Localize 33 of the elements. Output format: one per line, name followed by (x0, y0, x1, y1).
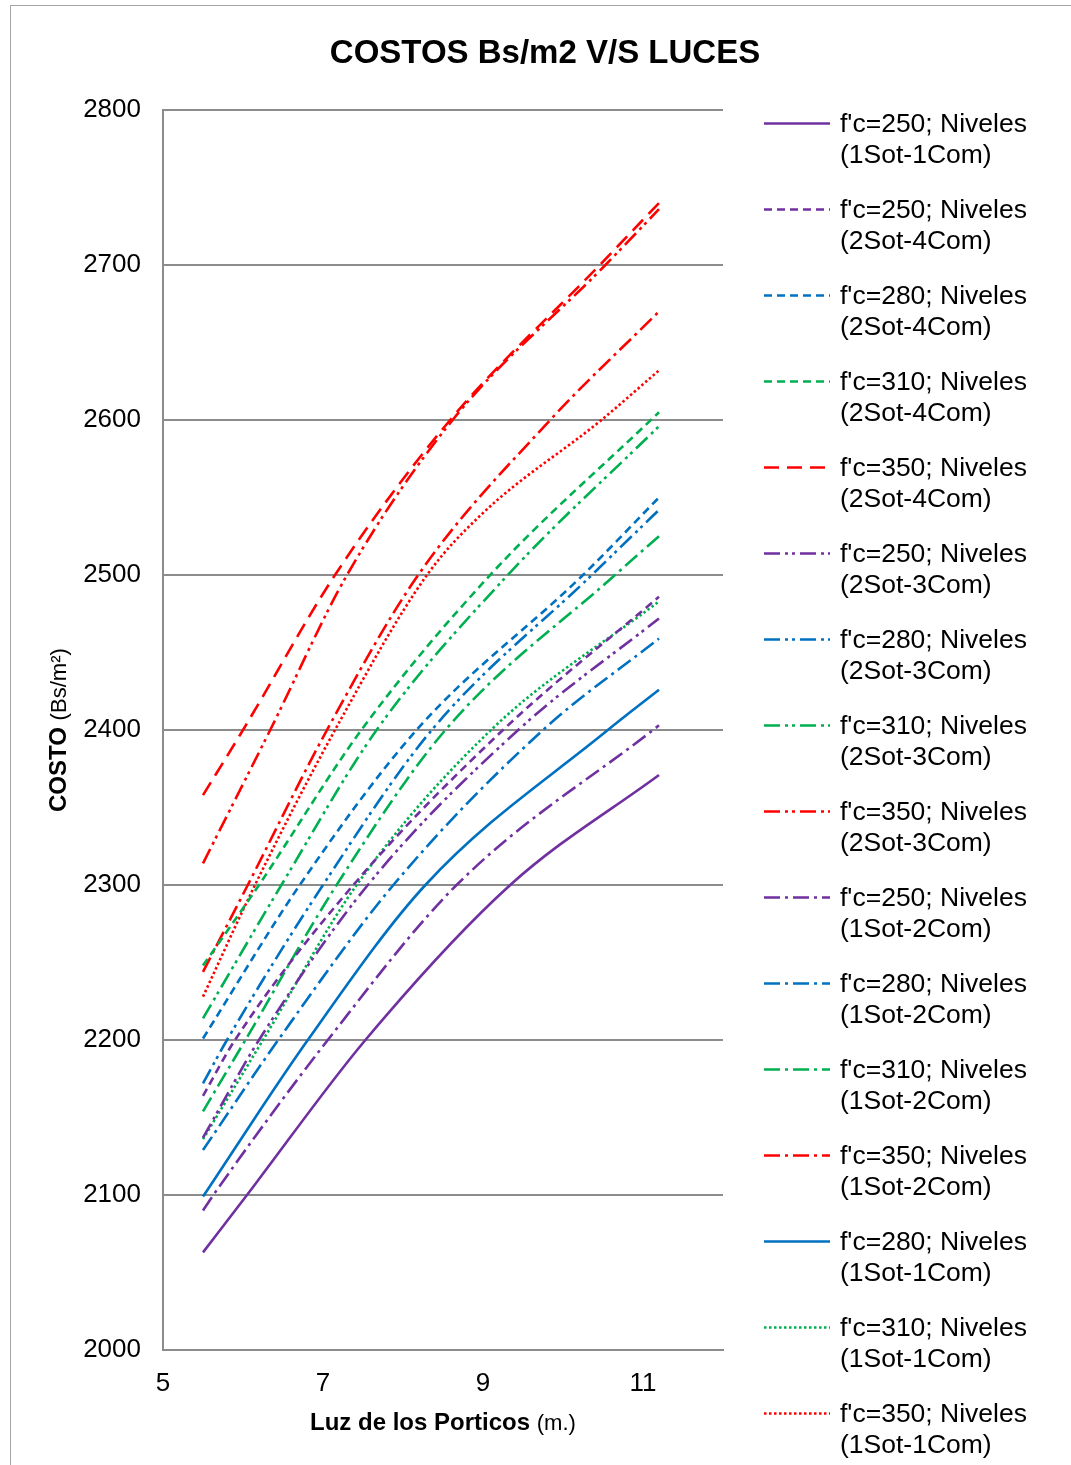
x-tick-label: 7 (315, 1366, 331, 1397)
y-tick-label: 2800 (83, 93, 141, 124)
legend-label: f'c=350; Niveles (1Sot-1Com) (840, 1398, 1028, 1460)
y-tick-label: 2100 (83, 1178, 141, 1209)
legend-label: f'c=250; Niveles (1Sot-2Com) (840, 882, 1028, 944)
y-tick-label: 2000 (83, 1333, 141, 1364)
legend-label: f'c=350; Niveles (2Sot-3Com) (840, 796, 1028, 858)
x-tick-label: 11 (629, 1366, 657, 1397)
legend-label: f'c=250; Niveles (1Sot-1Com) (840, 108, 1028, 170)
legend-label: f'c=350; Niveles (1Sot-2Com) (840, 1140, 1028, 1202)
y-axis-title: COSTO (Bs/m²) (43, 648, 71, 812)
x-axis-title: Luz de los Porticos (m.) (310, 1407, 576, 1435)
legend-label: f'c=350; Niveles (2Sot-4Com) (840, 452, 1028, 514)
y-tick-label: 2700 (83, 248, 141, 279)
legend-label: f'c=310; Niveles (1Sot-1Com) (840, 1312, 1028, 1374)
legend-label: f'c=310; Niveles (1Sot-2Com) (840, 1054, 1028, 1116)
chart-title: COSTOS Bs/m2 V/S LUCES (329, 32, 761, 72)
y-tick-label: 2300 (83, 868, 141, 899)
legend-label: f'c=250; Niveles (2Sot-4Com) (840, 194, 1028, 256)
y-tick-label: 2500 (83, 558, 141, 589)
legend-label: f'c=310; Niveles (2Sot-4Com) (840, 366, 1028, 428)
x-tick-label: 9 (475, 1366, 491, 1397)
y-tick-label: 2600 (83, 403, 141, 434)
line-series (201, 773, 661, 1254)
y-tick-label: 2200 (83, 1023, 141, 1054)
legend-label: f'c=280; Niveles (2Sot-3Com) (840, 624, 1028, 686)
legend-label: f'c=280; Niveles (2Sot-4Com) (840, 280, 1028, 342)
legend-label: f'c=280; Niveles (1Sot-1Com) (840, 1226, 1028, 1288)
legend-label: f'c=310; Niveles (2Sot-3Com) (840, 710, 1028, 772)
legend-label: f'c=250; Niveles (2Sot-3Com) (840, 538, 1028, 600)
x-tick-label: 5 (155, 1366, 171, 1397)
legend-label: f'c=280; Niveles (1Sot-2Com) (840, 968, 1028, 1030)
y-tick-label: 2400 (83, 713, 141, 744)
